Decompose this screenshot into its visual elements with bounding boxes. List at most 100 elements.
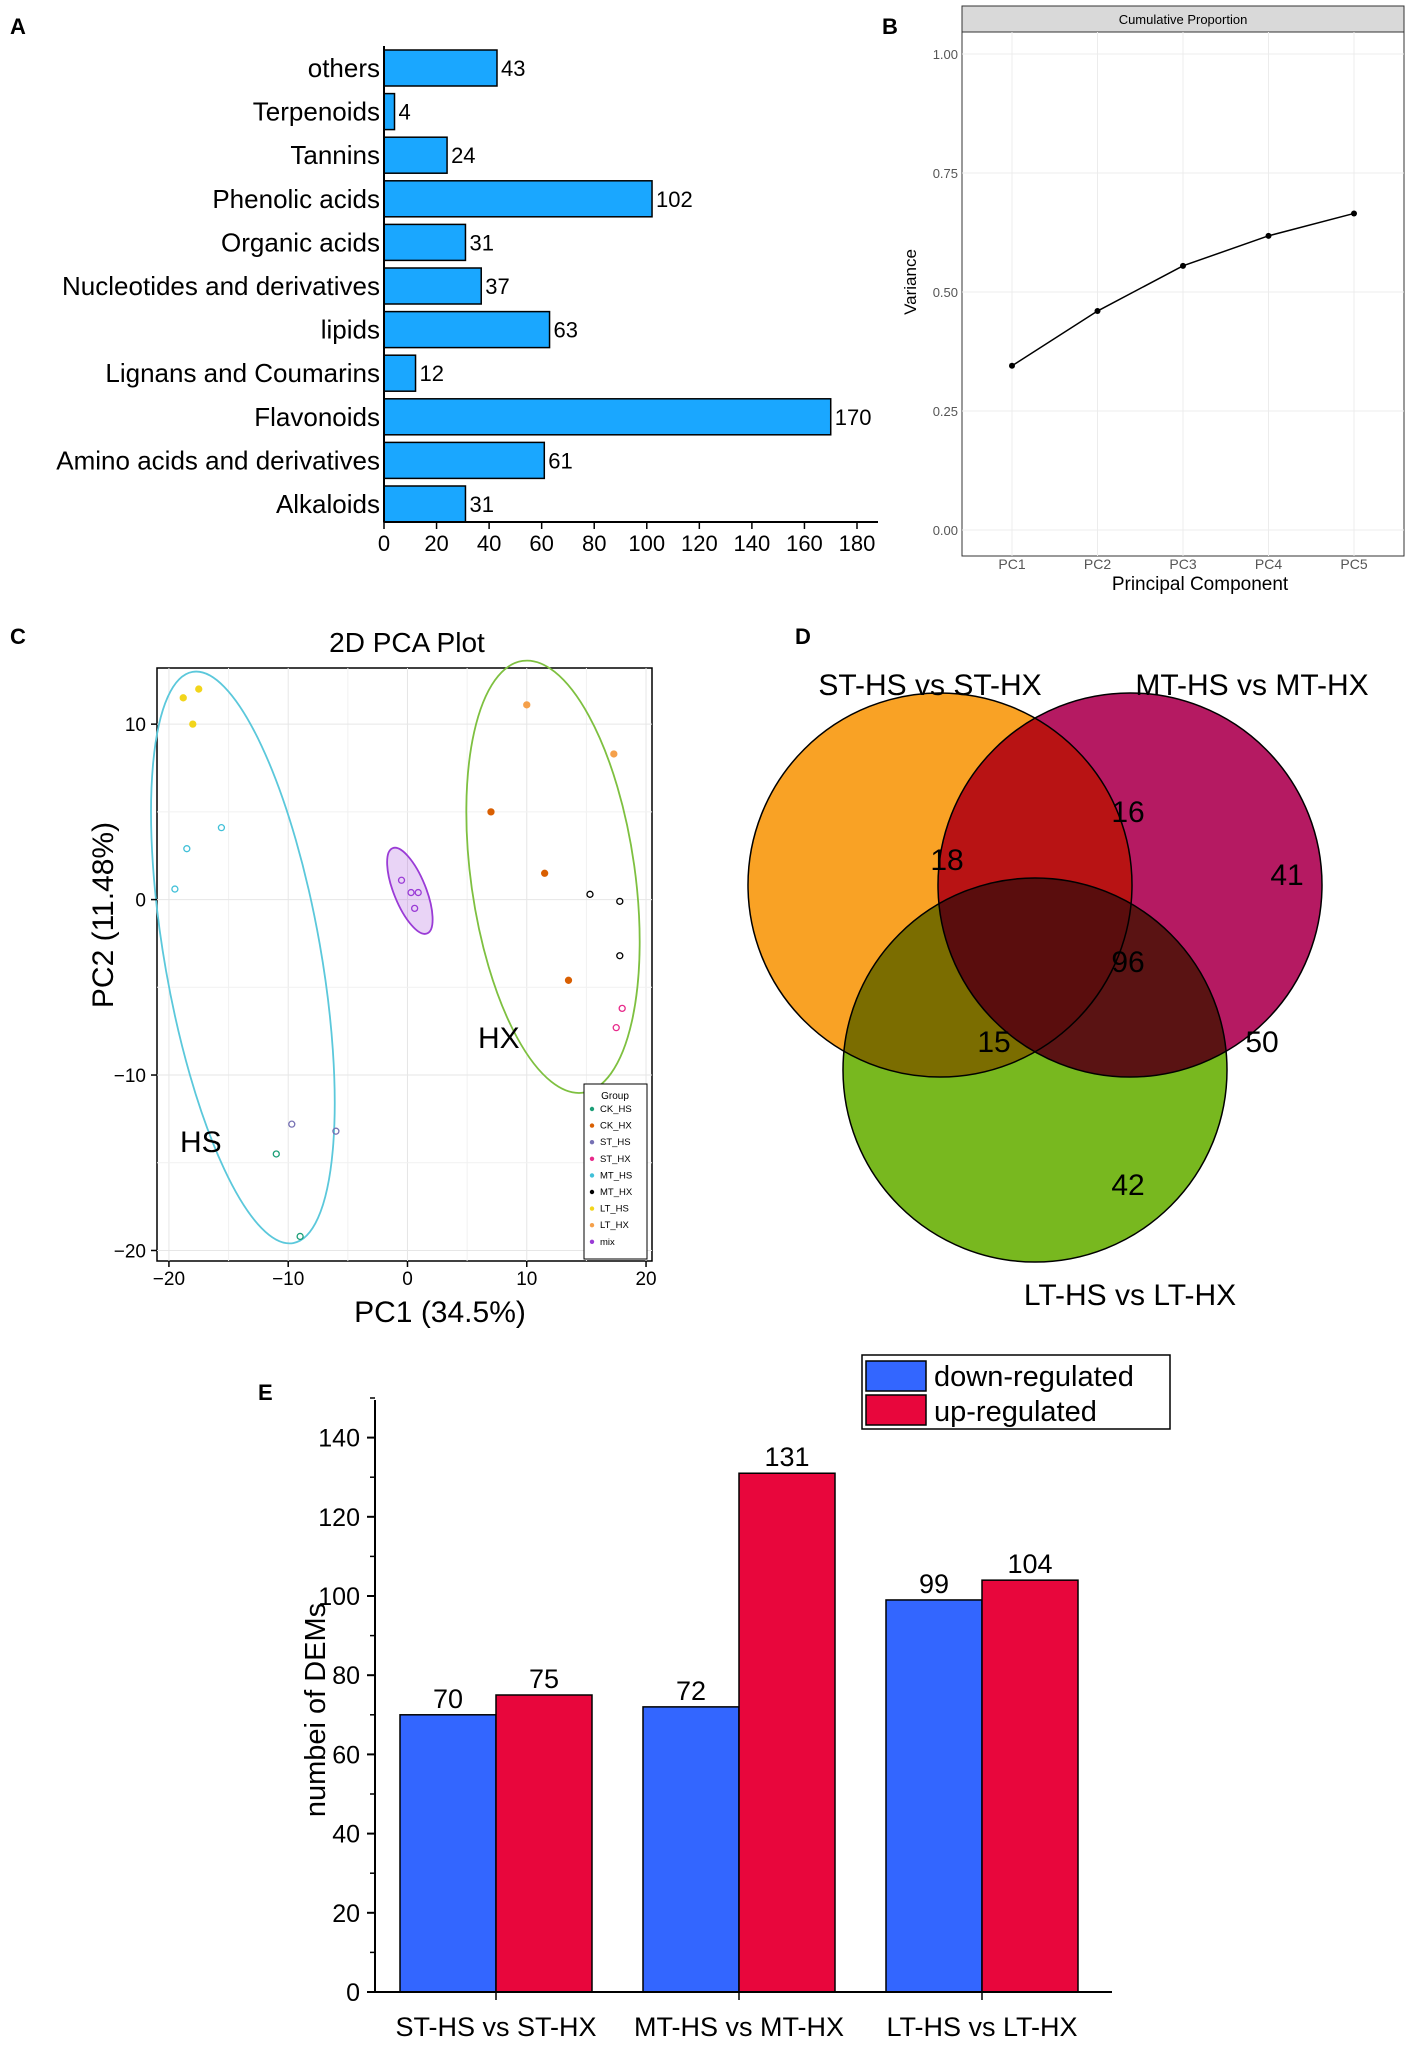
x-tick-label: 180 bbox=[839, 531, 876, 556]
x-tick-label: 60 bbox=[529, 531, 553, 556]
bar-up-regulated-mt-hs-vs-mt-hx bbox=[738, 1472, 836, 1993]
annotation-hx: HX bbox=[478, 1022, 520, 1055]
panel-c-plot-area bbox=[156, 667, 653, 1262]
value-label-alkaloids: 31 bbox=[469, 492, 493, 517]
legend-label-up: up-regulated bbox=[934, 1396, 1097, 1428]
y-tick-label: 0 bbox=[346, 1979, 360, 2007]
point-mt-hs bbox=[217, 824, 226, 832]
category-label-terpenoids: Terpenoids bbox=[253, 97, 380, 127]
point-st-hx bbox=[618, 1004, 626, 1013]
value-label-down-regulated-st-hs-vs-st-hx: 70 bbox=[433, 1684, 463, 1714]
legend-marker-mt-hx bbox=[589, 1189, 595, 1195]
y-tick-label: 0.75 bbox=[933, 166, 958, 181]
bar-terpenoids bbox=[383, 92, 396, 131]
point-mix bbox=[410, 904, 419, 913]
venn-count-st-mt: 16 bbox=[1111, 796, 1144, 829]
y-tick-label: −20 bbox=[114, 1241, 146, 1262]
venn-count-all: 96 bbox=[1111, 946, 1144, 979]
y-tick-label: 40 bbox=[332, 1821, 360, 1849]
point-ck-hx bbox=[541, 869, 549, 877]
venn-outline-lt bbox=[842, 877, 1228, 1263]
value-label-others: 43 bbox=[501, 56, 525, 81]
venn-outline-mt bbox=[937, 692, 1323, 1078]
panel-e-grouped-bar-chart: 70 75 72 131 99 104 0 20 40 60 80 100 120 140 ST-HS … bbox=[300, 1354, 1171, 2042]
panel-label-e: E bbox=[258, 1380, 273, 1405]
point-mt-hs bbox=[183, 845, 191, 853]
value-label-down-regulated-lt-hs-vs-lt-hx: 99 bbox=[919, 1569, 949, 1599]
panel-d-venn: ST-HS vs ST-HX MT-HS vs MT-HX LT-HS vs L… bbox=[747, 669, 1369, 1312]
value-label-lipids: 63 bbox=[554, 318, 578, 343]
y-tick-label: 0 bbox=[135, 891, 146, 912]
legend-label-ck-hx: CK_HX bbox=[600, 1121, 632, 1132]
ellipse-hs bbox=[150, 670, 336, 1245]
legend-swatch-down bbox=[865, 1360, 927, 1392]
point-st-hs bbox=[332, 1127, 340, 1135]
y-tick-label: 140 bbox=[318, 1425, 360, 1453]
x-tick-label: 20 bbox=[424, 531, 448, 556]
y-tick-label: 0.25 bbox=[933, 404, 958, 419]
x-tick-label: 100 bbox=[628, 531, 665, 556]
value-label-up-regulated-st-hs-vs-st-hx: 75 bbox=[529, 1664, 559, 1694]
bar-down-regulated-lt-hs-vs-lt-hx bbox=[885, 1599, 983, 1993]
x-tick-label-pc3: PC3 bbox=[1169, 556, 1196, 572]
point-lt-hx bbox=[523, 701, 531, 709]
venn-count-st-lt: 15 bbox=[977, 1026, 1010, 1059]
value-label-flavonoids: 170 bbox=[835, 405, 872, 430]
y-tick-label: 80 bbox=[332, 1662, 360, 1690]
x-tick-label-st-hs-vs-st-hx: ST-HS vs ST-HX bbox=[395, 2012, 596, 2042]
legend-marker-mix bbox=[589, 1239, 595, 1245]
legend-label-st-hs: ST_HS bbox=[600, 1137, 631, 1148]
point-pc1 bbox=[1009, 362, 1015, 369]
x-tick-label-pc5: PC5 bbox=[1340, 556, 1367, 572]
point-lt-hs bbox=[179, 694, 187, 702]
value-label-terpenoids: 4 bbox=[399, 100, 411, 125]
x-tick-label-lt-hs-vs-lt-hx: LT-HS vs LT-HX bbox=[886, 2012, 1077, 2042]
category-label-phenolic-acids: Phenolic acids bbox=[212, 184, 380, 214]
panel-b-title: Cumulative Proportion bbox=[1119, 12, 1248, 27]
category-label-nucleotides-and-derivatives: Nucleotides and derivatives bbox=[62, 271, 380, 301]
category-label-amino-acids-and-derivatives: Amino acids and derivatives bbox=[56, 445, 380, 475]
venn-count-mt-lt: 50 bbox=[1245, 1026, 1278, 1059]
point-mt-hx bbox=[586, 890, 594, 898]
legend-label-lt-hs: LT_HS bbox=[600, 1204, 629, 1215]
x-tick-label: 0 bbox=[402, 1269, 413, 1290]
panel-b-x-label: Principal Component bbox=[1112, 574, 1289, 595]
bar-up-regulated-st-hs-vs-st-hx bbox=[495, 1694, 593, 1993]
point-ck-hs bbox=[272, 1150, 280, 1158]
legend-label-lt-hx: LT_HX bbox=[600, 1220, 630, 1231]
point-mix bbox=[397, 876, 406, 884]
legend-label-st-hx: ST_HX bbox=[600, 1154, 631, 1165]
x-tick-label: 0 bbox=[378, 531, 390, 556]
panel-b-strip bbox=[961, 5, 1405, 33]
panel-c-x-label: PC1 (34.5%) bbox=[354, 1296, 526, 1329]
panel-b-line-chart: Cumulative Proportion 0.00 0.25 0.50 0.75 1.… bbox=[901, 5, 1405, 595]
y-tick-label: 1.00 bbox=[933, 47, 958, 62]
panel-label-b: B bbox=[882, 14, 898, 39]
bar-organic-acids bbox=[383, 223, 467, 262]
y-tick-label: 20 bbox=[332, 1900, 360, 1928]
panel-label-d: D bbox=[795, 624, 811, 649]
y-tick-label: −10 bbox=[114, 1066, 146, 1087]
point-lt-hx bbox=[610, 750, 618, 758]
point-lt-hs bbox=[189, 720, 197, 728]
x-tick-label: 140 bbox=[734, 531, 771, 556]
value-label-nucleotides-and-derivatives: 37 bbox=[485, 274, 509, 299]
bar-alkaloids bbox=[383, 485, 467, 523]
point-mt-hx bbox=[616, 897, 624, 905]
category-label-alkaloids: Alkaloids bbox=[276, 489, 380, 519]
bar-flavonoids bbox=[383, 398, 832, 436]
bar-down-regulated-mt-hs-vs-mt-hx bbox=[642, 1706, 740, 1993]
x-tick-label-pc2: PC2 bbox=[1084, 556, 1111, 572]
category-label-lipids: lipids bbox=[321, 315, 380, 345]
category-label-others: others bbox=[308, 53, 380, 83]
venn-set-label-lt: LT-HS vs LT-HX bbox=[1024, 1279, 1236, 1312]
x-tick-label-pc1: PC1 bbox=[998, 556, 1025, 572]
panel-c-pca-plot: 2D PCA Plot −20 −10 0 10 20 100−10−20 HS HX … bbox=[87, 627, 657, 1329]
point-pc2 bbox=[1094, 308, 1101, 315]
point-st-hx bbox=[612, 1024, 620, 1032]
point-mt-hs bbox=[171, 885, 179, 893]
legend-swatch-up bbox=[865, 1394, 927, 1426]
bar-lignans-and-coumarins bbox=[383, 354, 417, 392]
panel-label-c: C bbox=[10, 624, 26, 649]
